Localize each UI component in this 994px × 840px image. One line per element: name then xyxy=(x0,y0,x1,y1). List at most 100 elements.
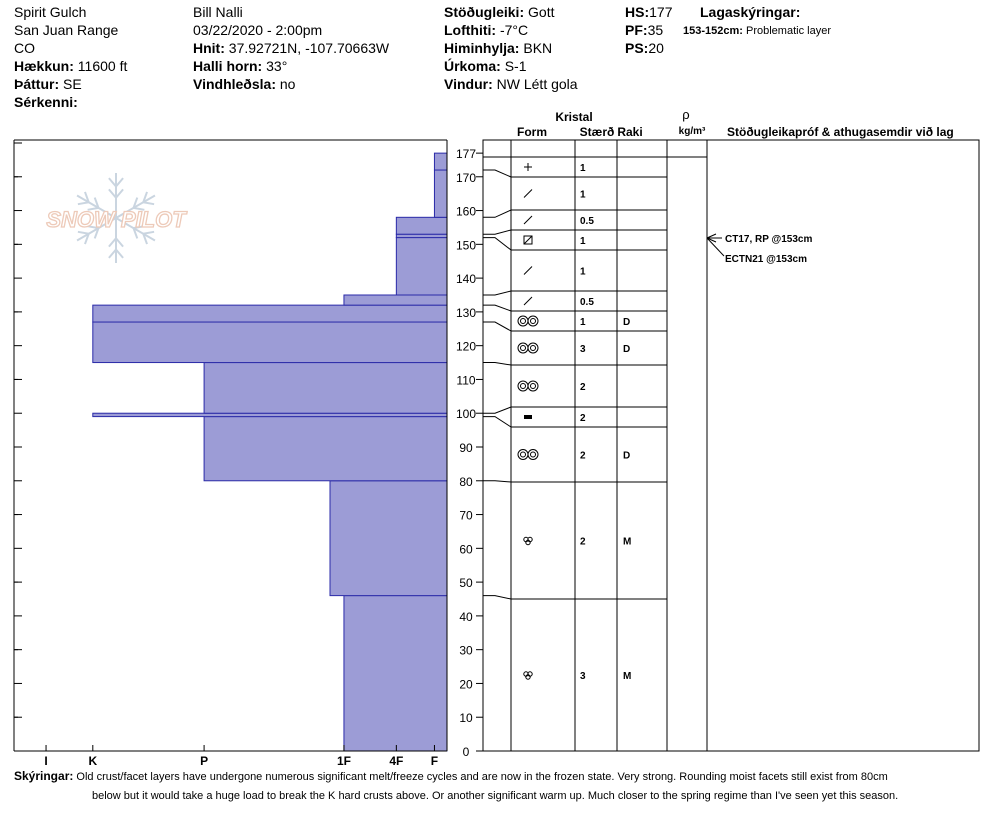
location: Spirit Gulch xyxy=(14,4,87,20)
height-label: 110 xyxy=(456,373,475,387)
mf-inner xyxy=(530,345,536,351)
layer-size: 2 xyxy=(580,451,586,462)
height-label: 177 xyxy=(456,147,476,161)
layer-connector xyxy=(483,480,512,483)
hardness-bar xyxy=(433,169,448,218)
height-label: 20 xyxy=(459,677,473,691)
height-label: 70 xyxy=(459,509,473,523)
rg-c xyxy=(525,674,531,680)
mf-inner xyxy=(520,345,526,351)
height-label: 60 xyxy=(459,542,473,556)
mf-inner xyxy=(530,318,536,324)
height-label: 0 xyxy=(463,745,470,759)
layer-size: 2 xyxy=(580,537,586,548)
flake-branch xyxy=(133,206,145,211)
problem-layer-note: 153-152cm: Problematic layer xyxy=(683,22,831,40)
hardness-bar xyxy=(433,152,448,171)
rg-c xyxy=(525,539,531,546)
state: CO xyxy=(14,40,35,56)
precip-value: S-1 xyxy=(504,58,527,74)
flake-arm xyxy=(115,217,156,242)
layer-size: 1 xyxy=(580,317,586,328)
layer-size: 3 xyxy=(580,671,586,682)
flake-branch xyxy=(132,227,139,239)
layer-connector xyxy=(483,416,512,428)
height-label: 50 xyxy=(459,576,473,590)
flake-branch xyxy=(115,188,124,199)
height-label: 100 xyxy=(456,407,476,421)
hs-label: HS: xyxy=(625,4,650,20)
hardness-label: K xyxy=(88,754,97,768)
grain-form-icon xyxy=(517,380,539,392)
mf-circle xyxy=(527,449,539,460)
stability-label: Stöðugleiki: xyxy=(444,4,525,20)
grain-form-icon xyxy=(523,536,533,546)
hardness-bar xyxy=(395,216,448,235)
df-line xyxy=(523,296,533,306)
mf-circle xyxy=(527,315,539,327)
df-line xyxy=(523,266,533,275)
hardness-bar xyxy=(92,304,448,323)
hardness-bar xyxy=(92,321,448,364)
comments-label: Skýringar: xyxy=(14,769,74,783)
hardness-bar xyxy=(203,416,448,482)
flake-branch xyxy=(77,201,89,206)
layer-connector xyxy=(483,362,512,366)
observer: Bill Nalli xyxy=(193,4,243,20)
layer-moisture: D xyxy=(623,317,630,328)
test-ct: CT17, RP @153cm xyxy=(725,234,812,245)
flake-branch xyxy=(142,233,148,245)
hardness-label: 1F xyxy=(337,754,351,768)
layer-size: 1 xyxy=(580,190,586,201)
grain-form-icon xyxy=(523,189,533,198)
height-label: 160 xyxy=(456,205,476,219)
grain-form-icon xyxy=(523,215,533,225)
flake-arm xyxy=(76,194,117,219)
df-line xyxy=(523,215,533,225)
fc-box xyxy=(523,235,533,245)
height-label: 30 xyxy=(459,644,473,658)
height-label: 140 xyxy=(456,272,476,286)
hardness-label: F xyxy=(431,754,438,768)
hardness-bar xyxy=(203,362,448,414)
airtemp-value: -7°C xyxy=(499,22,529,38)
layer-connector xyxy=(483,229,512,235)
layer-connector xyxy=(483,321,512,332)
mf-circle xyxy=(517,342,529,354)
density-unit-header: kg/m³ xyxy=(679,126,706,137)
grain-form-icon xyxy=(523,266,533,275)
header-col-3: Stöðugleiki: Gott Lofthiti: -7°C Himinhy… xyxy=(444,3,578,93)
wind-loading-value: no xyxy=(279,76,296,92)
flake-branch xyxy=(143,201,155,206)
layer-connector xyxy=(483,209,512,218)
hardness-axis: I K P 1F 4F F xyxy=(44,745,438,768)
flake-branch xyxy=(115,237,124,248)
mf-circle xyxy=(527,380,539,392)
table-header: Kristal Form Stærð Raki ρ kg/m³ Stöðugle… xyxy=(517,107,954,139)
slope-value: 33° xyxy=(266,58,288,74)
height-label: 150 xyxy=(456,238,476,252)
flake-branch xyxy=(143,230,155,235)
mf-inner xyxy=(520,451,526,458)
snowpilot-logo: SNOW PILOT xyxy=(46,173,188,263)
flake-branch xyxy=(132,197,139,209)
header-col-4: HS:177 PF:35 PS:20 xyxy=(625,3,672,57)
mf-inner xyxy=(530,451,536,458)
form-header: Form xyxy=(517,125,547,139)
wind-label: Vindur: xyxy=(444,76,493,92)
mf-circle xyxy=(517,380,529,392)
datetime: 03/22/2020 - 2:00pm xyxy=(193,22,323,38)
coords-value: 37.92721N, -107.70663W xyxy=(228,40,390,56)
layer-size: 3 xyxy=(580,344,586,355)
layer-connector xyxy=(483,237,512,251)
elevation-label: Hækkun: xyxy=(14,58,74,74)
problem-range: 153-152cm: xyxy=(683,25,743,37)
flake-branch xyxy=(108,177,117,188)
range: San Juan Range xyxy=(14,22,119,38)
elevation-value: 11600 ft xyxy=(77,58,128,74)
layer-connector xyxy=(483,169,512,178)
df-line xyxy=(523,189,533,198)
plot-frame xyxy=(13,139,448,752)
layer-size: 1 xyxy=(580,267,586,278)
test-ectn: ECTN21 @153cm xyxy=(725,254,807,265)
